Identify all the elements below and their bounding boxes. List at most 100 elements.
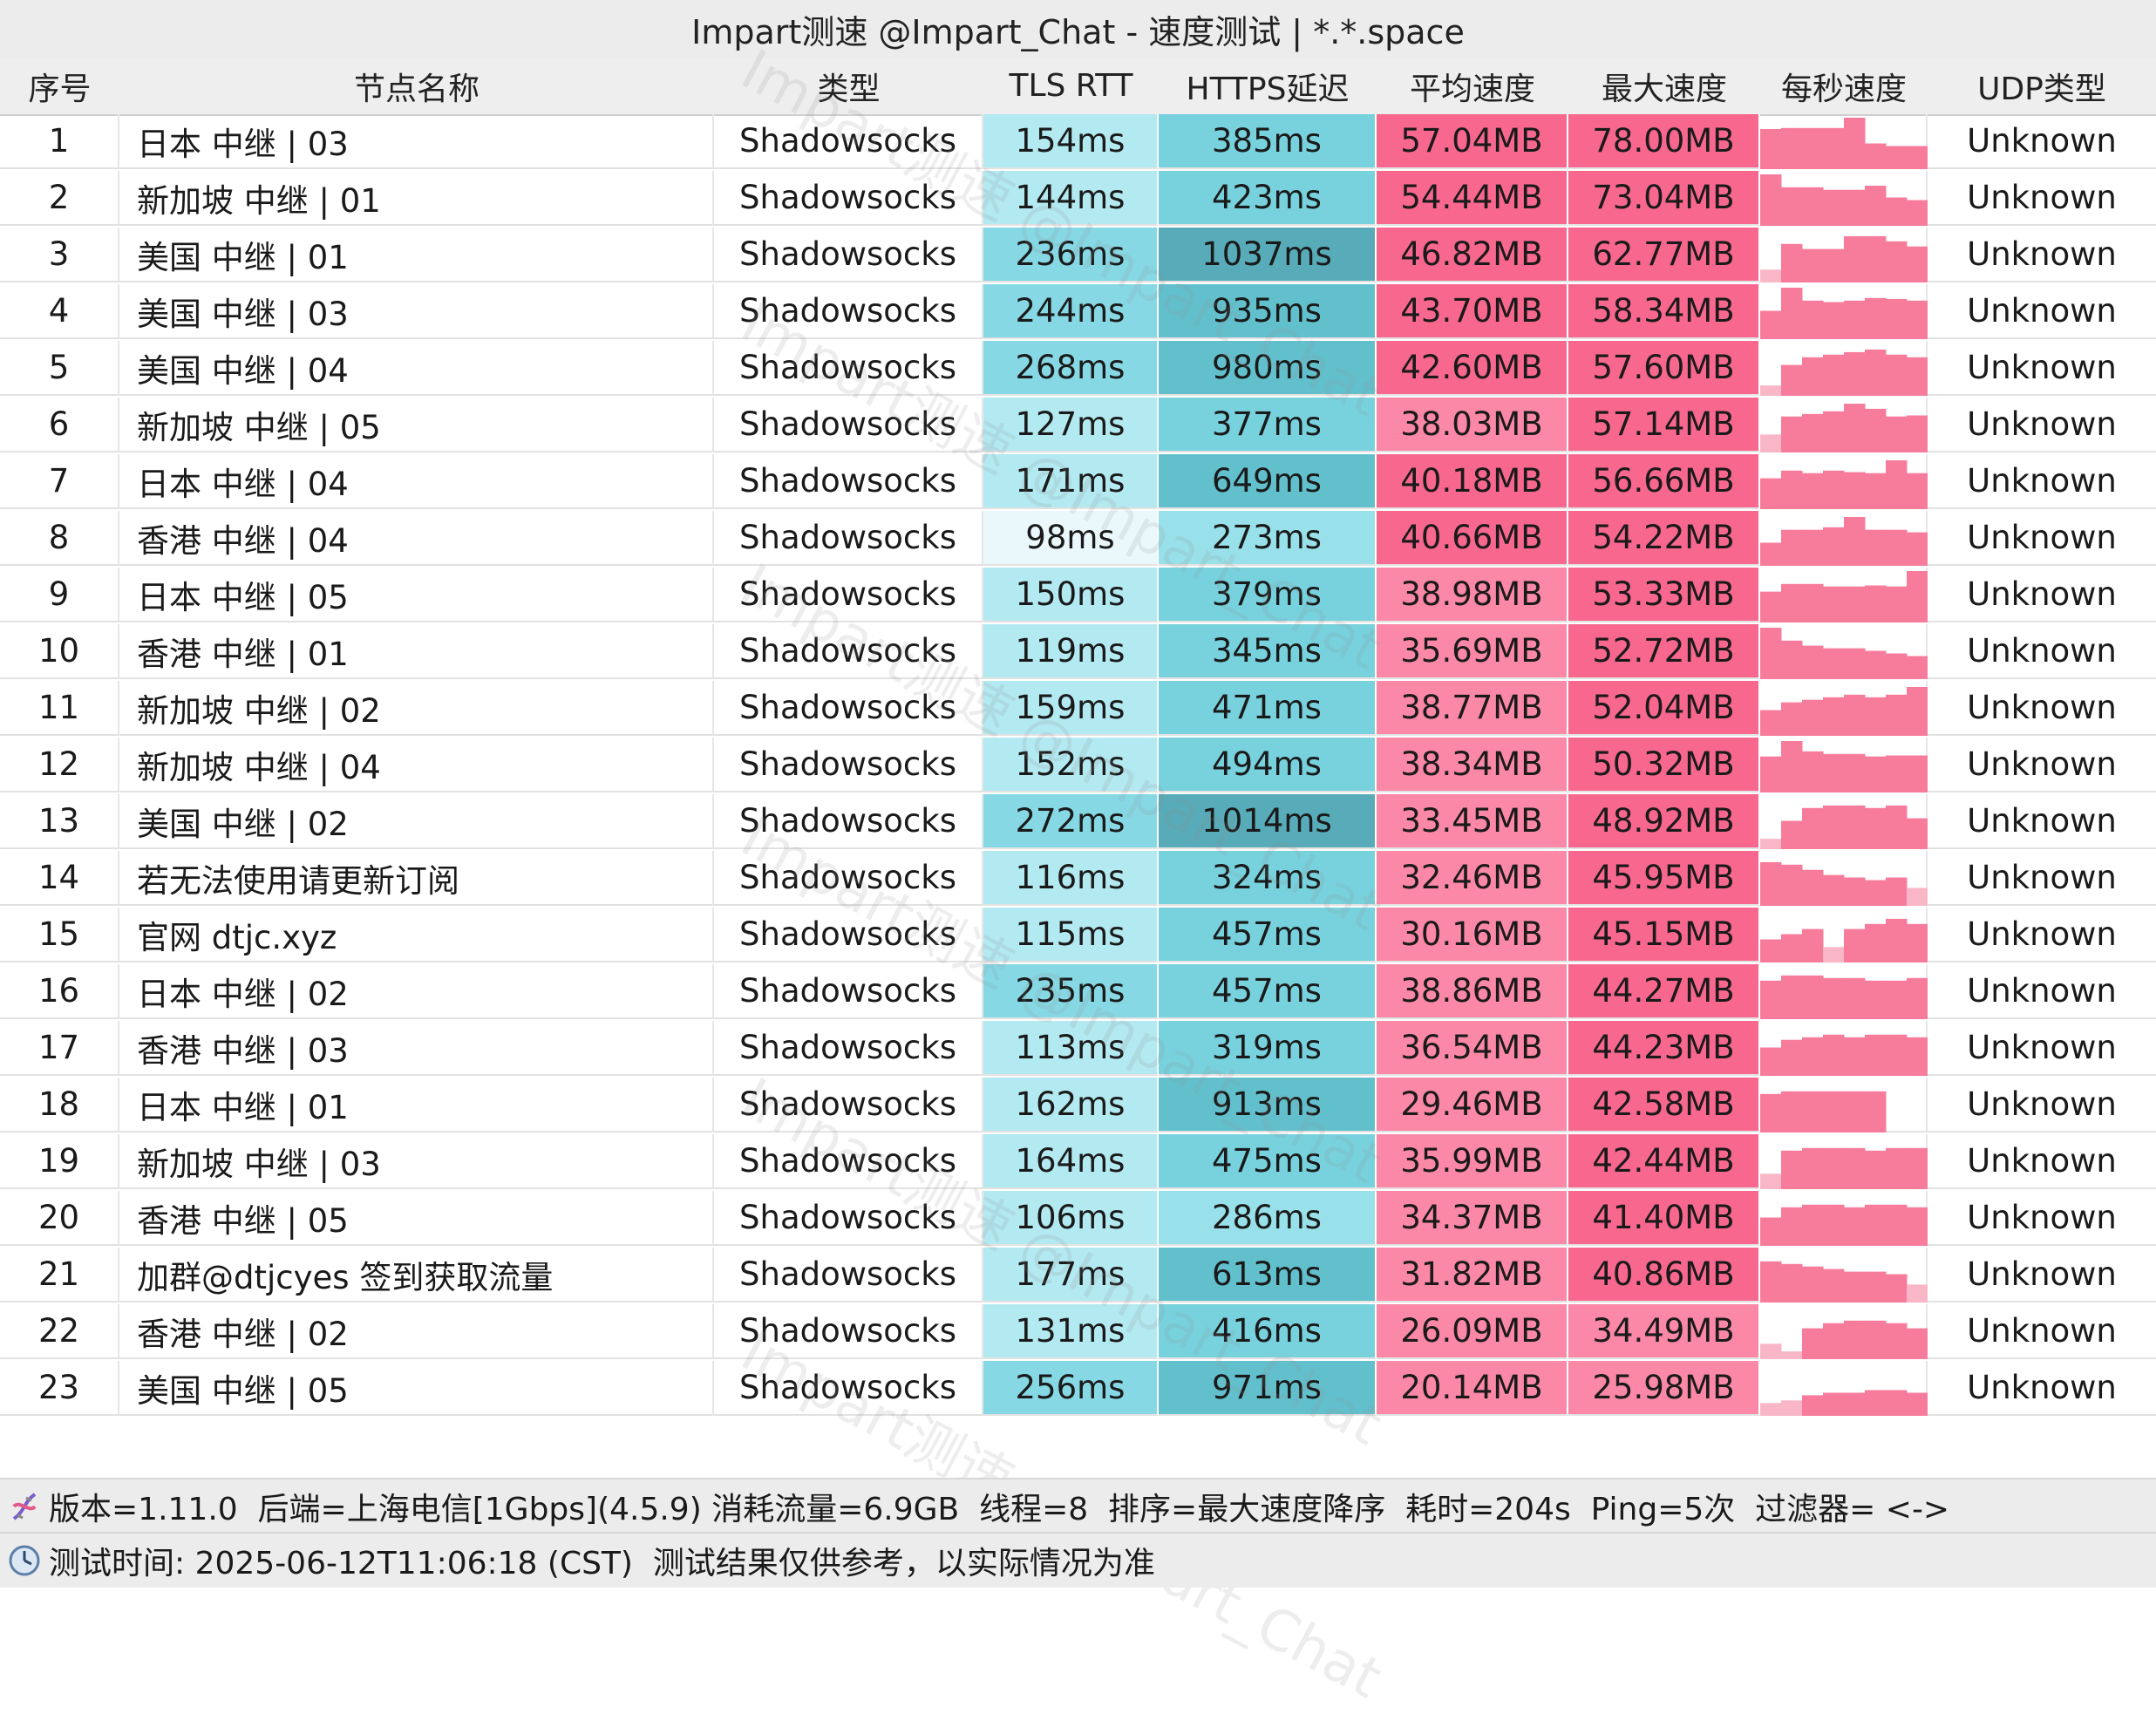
table-row[interactable]: 21 加群@dtjcyes 签到获取流量 Shadowsocks 177ms 613ms… bbox=[0, 1248, 2156, 1304]
sparkline-bar bbox=[1781, 820, 1803, 849]
cell-type: Shadowsocks bbox=[714, 454, 983, 509]
sparkline-chart bbox=[1760, 460, 1928, 509]
sparkline-chart bbox=[1760, 349, 1928, 396]
column-header-index[interactable]: 序号 bbox=[28, 71, 92, 107]
table-row[interactable]: 2 新加坡 中继 | 01 Shadowsocks 144ms 423ms 54.44MB… bbox=[0, 171, 2156, 228]
cell-name: 新加坡 中继 | 01 bbox=[119, 171, 714, 226]
cell-avg: 30.16MB bbox=[1377, 908, 1568, 962]
table-row[interactable]: 14 若无法使用请更新订阅 Shadowsocks 116ms 324ms 32.46MB… bbox=[0, 851, 2156, 908]
sparkline-chart bbox=[1760, 628, 1928, 679]
cell-tls: 106ms bbox=[983, 1191, 1159, 1246]
cell-avg: 57.04MB bbox=[1377, 114, 1568, 169]
cell-name: 美国 中继 | 03 bbox=[119, 284, 714, 339]
cell-max: 45.15MB bbox=[1568, 908, 1760, 962]
column-header-spark[interactable]: 每秒速度 bbox=[1780, 71, 1907, 107]
sparkline-bar bbox=[1886, 354, 1908, 396]
sparkline-bar bbox=[1844, 805, 1866, 849]
cell-tls: 144ms bbox=[983, 171, 1159, 226]
table-row[interactable]: 6 新加坡 中继 | 05 Shadowsocks 127ms 377ms 38.03MB… bbox=[0, 398, 2156, 454]
column-header-name[interactable]: 节点名称 bbox=[353, 71, 479, 107]
cell-max: 34.49MB bbox=[1568, 1304, 1760, 1359]
sparkline-chart bbox=[1760, 1091, 1887, 1132]
cell-max: 53.33MB bbox=[1568, 568, 1760, 622]
table-row[interactable]: 5 美国 中继 | 04 Shadowsocks 268ms 980ms 42.60MB 5… bbox=[0, 341, 2156, 398]
cell-udp: Unknown bbox=[1928, 1134, 2156, 1189]
sparkline-bar bbox=[1886, 1274, 1908, 1303]
sparkline-bar bbox=[1823, 753, 1845, 792]
sparkline-bar bbox=[1802, 529, 1824, 566]
table-row[interactable]: 18 日本 中继 | 01 Shadowsocks 162ms 913ms 29.46MB… bbox=[0, 1078, 2156, 1134]
cell-udp: Unknown bbox=[1928, 794, 2156, 849]
table-row[interactable]: 3 美国 中继 | 01 Shadowsocks 236ms 1037ms 46.82MB… bbox=[0, 228, 2156, 284]
cell-avg: 38.03MB bbox=[1377, 398, 1568, 452]
sparkline-bar bbox=[1865, 143, 1887, 169]
sparkline-bar bbox=[1886, 146, 1908, 169]
sparkline-chart bbox=[1760, 975, 1928, 1019]
sparkline-bar bbox=[1907, 888, 1928, 906]
sparkline-bar bbox=[1802, 413, 1824, 452]
sparkline-bar bbox=[1760, 1047, 1782, 1076]
sparkline-bar bbox=[1760, 174, 1782, 226]
cell-max: 52.72MB bbox=[1568, 624, 1760, 679]
table-row[interactable]: 19 新加坡 中继 | 03 Shadowsocks 164ms 475ms 35.99M… bbox=[0, 1134, 2156, 1191]
table-row[interactable]: 13 美国 中继 | 02 Shadowsocks 272ms 1014ms 33.45M… bbox=[0, 794, 2156, 851]
table-row[interactable]: 12 新加坡 中继 | 04 Shadowsocks 152ms 494ms 38.34M… bbox=[0, 738, 2156, 794]
column-header-avg[interactable]: 平均速度 bbox=[1409, 71, 1535, 107]
column-header-max[interactable]: 最大速度 bbox=[1601, 71, 1727, 107]
cell-avg: 31.82MB bbox=[1377, 1248, 1568, 1303]
column-header-type[interactable]: 类型 bbox=[817, 71, 881, 107]
cell-udp: Unknown bbox=[1928, 1361, 2156, 1416]
cell-max: 44.27MB bbox=[1568, 964, 1760, 1019]
column-header-udp[interactable]: UDP类型 bbox=[1977, 71, 2106, 107]
cell-avg: 36.54MB bbox=[1377, 1021, 1568, 1076]
table-row[interactable]: 9 日本 中继 | 05 Shadowsocks 150ms 379ms 38.98MB 5… bbox=[0, 568, 2156, 624]
cell-index: 21 bbox=[0, 1248, 119, 1303]
table-row[interactable]: 16 日本 中继 | 02 Shadowsocks 235ms 457ms 38.86MB… bbox=[0, 964, 2156, 1021]
column-header-tls[interactable]: TLS RTT bbox=[1009, 68, 1133, 104]
cell-tls: 256ms bbox=[983, 1361, 1159, 1416]
cell-avg: 32.46MB bbox=[1377, 851, 1568, 906]
table-row[interactable]: 10 香港 中继 | 01 Shadowsocks 119ms 345ms 35.69MB… bbox=[0, 624, 2156, 681]
sparkline-bar bbox=[1844, 517, 1866, 566]
sparkline-bar bbox=[1844, 694, 1866, 736]
sparkline-bar bbox=[1760, 1343, 1782, 1359]
column-header-https[interactable]: HTTPS延迟 bbox=[1186, 71, 1350, 107]
sparkline-bar bbox=[1802, 583, 1824, 622]
cell-max: 57.14MB bbox=[1568, 398, 1760, 452]
cell-index: 12 bbox=[0, 738, 119, 792]
sparkline-bar bbox=[1907, 532, 1928, 566]
table-row[interactable]: 15 官网 dtjc.xyz Shadowsocks 115ms 457ms 30.16M… bbox=[0, 908, 2156, 964]
table-row[interactable]: 23 美国 中继 | 05 Shadowsocks 256ms 971ms 20.14MB… bbox=[0, 1361, 2156, 1418]
cell-tls: 164ms bbox=[983, 1134, 1159, 1189]
cell-type: Shadowsocks bbox=[714, 1078, 983, 1132]
window-title-bar: Impart测速 @Impart_Chat - 速度测试 | *.*.space bbox=[0, 0, 2156, 59]
table-row[interactable]: 11 新加坡 中继 | 02 Shadowsocks 159ms 471ms 38.77M… bbox=[0, 681, 2156, 738]
table-row[interactable]: 22 香港 中继 | 02 Shadowsocks 131ms 416ms 26.09MB… bbox=[0, 1304, 2156, 1361]
table-row[interactable]: 20 香港 中继 | 05 Shadowsocks 106ms 286ms 34.37MB… bbox=[0, 1191, 2156, 1248]
table-row[interactable]: 8 香港 中继 | 04 Shadowsocks 98ms 273ms 40.66MB 54… bbox=[0, 511, 2156, 568]
table-row[interactable]: 17 香港 中继 | 03 Shadowsocks 113ms 319ms 36.54MB… bbox=[0, 1021, 2156, 1078]
cell-index: 10 bbox=[0, 624, 119, 679]
speed-sparkline bbox=[1760, 851, 1928, 906]
table-row[interactable]: 4 美国 中继 | 03 Shadowsocks 244ms 935ms 43.70MB 5… bbox=[0, 284, 2156, 341]
table-row[interactable]: 1 日本 中继 | 03 Shadowsocks 154ms 385ms 57.04MB 7… bbox=[0, 114, 2156, 171]
cell-name: 香港 中继 | 05 bbox=[119, 1191, 714, 1246]
sparkline-bar bbox=[1886, 241, 1908, 282]
cell-index: 13 bbox=[0, 794, 119, 849]
cell-https: 345ms bbox=[1159, 624, 1377, 679]
cell-tls: 119ms bbox=[983, 624, 1159, 679]
cell-max: 58.34MB bbox=[1568, 284, 1760, 339]
cell-type: Shadowsocks bbox=[714, 964, 983, 1019]
sparkline-bar bbox=[1907, 656, 1928, 679]
sparkline-chart bbox=[1760, 174, 1928, 226]
sparkline-bar bbox=[1760, 129, 1782, 169]
cell-type: Shadowsocks bbox=[714, 171, 983, 226]
cell-tls: 131ms bbox=[983, 1304, 1159, 1359]
sparkline-bar bbox=[1865, 529, 1887, 566]
cell-https: 324ms bbox=[1159, 851, 1377, 906]
sparkline-bar bbox=[1907, 146, 1928, 169]
table-row[interactable]: 7 日本 中继 | 04 Shadowsocks 171ms 649ms 40.18MB 5… bbox=[0, 454, 2156, 511]
sparkline-bar bbox=[1886, 460, 1908, 509]
speed-sparkline bbox=[1760, 1134, 1928, 1189]
sparkline-chart bbox=[1760, 1147, 1928, 1189]
